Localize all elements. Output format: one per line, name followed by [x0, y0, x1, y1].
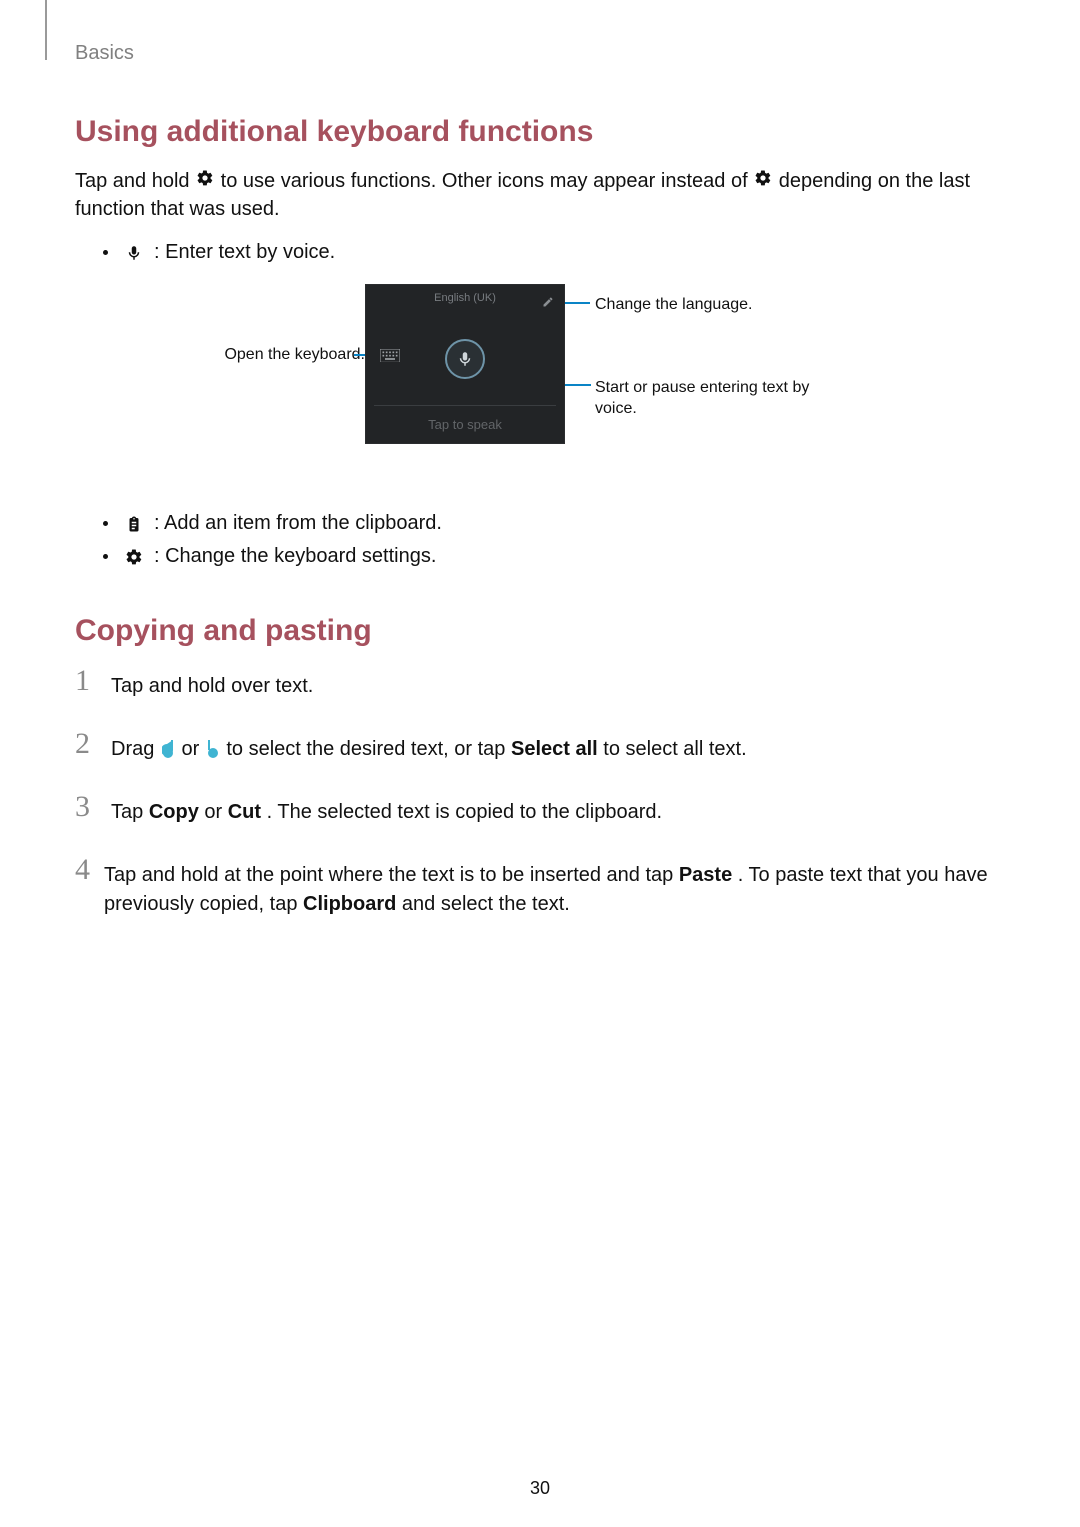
voice-mic-button — [445, 339, 485, 379]
bullet-voice: : Enter text by voice. — [103, 241, 1005, 264]
step-3-bold-cut: Cut — [228, 801, 261, 823]
selection-handle-left-icon — [162, 740, 174, 758]
pencil-icon — [542, 292, 554, 304]
voice-panel-middle — [366, 313, 564, 405]
voice-panel-language-row: English (UK) — [366, 285, 564, 313]
bullet-clipboard: : Add an item from the clipboard. — [103, 512, 1005, 535]
section-heading-keyboard-functions: Using additional keyboard functions — [75, 115, 1005, 149]
step-4-bold-clipboard: Clipboard — [303, 893, 396, 915]
intro-paragraph: Tap and hold to use various functions. O… — [75, 167, 1005, 223]
steps-list: 1 Tap and hold over text. 2 Drag or to s… — [75, 666, 1005, 919]
intro-text-post: to use various functions. Other icons ma… — [221, 170, 754, 192]
step-3-tail: . The selected text is copied to the cli… — [267, 801, 662, 823]
step-4-bold-paste: Paste — [679, 864, 732, 886]
gear-icon — [124, 547, 144, 567]
step-2: 2 Drag or to select the desired text, or… — [75, 729, 1005, 764]
voice-panel-language-label: English (UK) — [434, 292, 496, 304]
step-3-bold-copy: Copy — [149, 801, 199, 823]
step-1-text: Tap and hold over text. — [111, 666, 313, 701]
step-number: 2 — [75, 729, 97, 759]
clipboard-icon — [124, 514, 144, 534]
step-4: 4 Tap and hold at the point where the te… — [75, 855, 1005, 919]
voice-input-diagram: Open the keyboard. Change the language. … — [75, 284, 1005, 484]
step-4-tail: and select the text. — [402, 893, 570, 915]
step-2-post: to select the desired text, or tap — [226, 738, 511, 760]
microphone-icon — [124, 243, 144, 263]
bullet-settings: : Change the keyboard settings. — [103, 545, 1005, 568]
step-3-pre: Tap — [111, 801, 149, 823]
step-3-text: Tap Copy or Cut . The selected text is c… — [111, 792, 662, 827]
bullet-dot-icon — [103, 521, 108, 526]
gear-icon — [195, 168, 215, 188]
step-number: 1 — [75, 666, 97, 696]
bullet-dot-icon — [103, 250, 108, 255]
bullet-clipboard-text: : Add an item from the clipboard. — [154, 512, 442, 535]
bullet-dot-icon — [103, 554, 108, 559]
callout-open-keyboard: Open the keyboard. — [185, 346, 365, 364]
page-container: Basics Using additional keyboard functio… — [0, 0, 1080, 919]
intro-text-pre: Tap and hold — [75, 170, 195, 192]
callout-change-language: Change the language. — [595, 296, 752, 314]
step-number: 3 — [75, 792, 97, 822]
voice-input-panel: English (UK) Tap to speak — [365, 284, 565, 444]
voice-panel-tap-to-speak: Tap to speak — [366, 406, 564, 444]
bullet-settings-text: : Change the keyboard settings. — [154, 545, 436, 568]
callout-start-pause-voice: Start or pause entering text by voice. — [595, 378, 855, 420]
step-4-pre: Tap and hold at the point where the text… — [104, 864, 679, 886]
step-2-pre: Drag — [111, 738, 160, 760]
selection-handle-right-icon — [207, 740, 219, 758]
step-number: 4 — [75, 855, 90, 885]
bullet-voice-text: : Enter text by voice. — [154, 241, 335, 264]
step-2-bold-select-all: Select all — [511, 738, 598, 760]
step-3: 3 Tap Copy or Cut . The selected text is… — [75, 792, 1005, 827]
section-heading-copying-pasting: Copying and pasting — [75, 614, 1005, 648]
step-1: 1 Tap and hold over text. — [75, 666, 1005, 701]
step-2-text: Drag or to select the desired text, or t… — [111, 729, 747, 764]
step-2-tail: to select all text. — [603, 738, 746, 760]
gear-icon — [753, 168, 773, 188]
page-number: 30 — [0, 1478, 1080, 1499]
keyboard-icon — [380, 349, 400, 363]
step-4-text: Tap and hold at the point where the text… — [104, 855, 1005, 919]
step-3-mid: or — [204, 801, 227, 823]
breadcrumb: Basics — [75, 30, 1005, 65]
step-2-mid: or — [181, 738, 204, 760]
margin-rule — [45, 0, 47, 60]
